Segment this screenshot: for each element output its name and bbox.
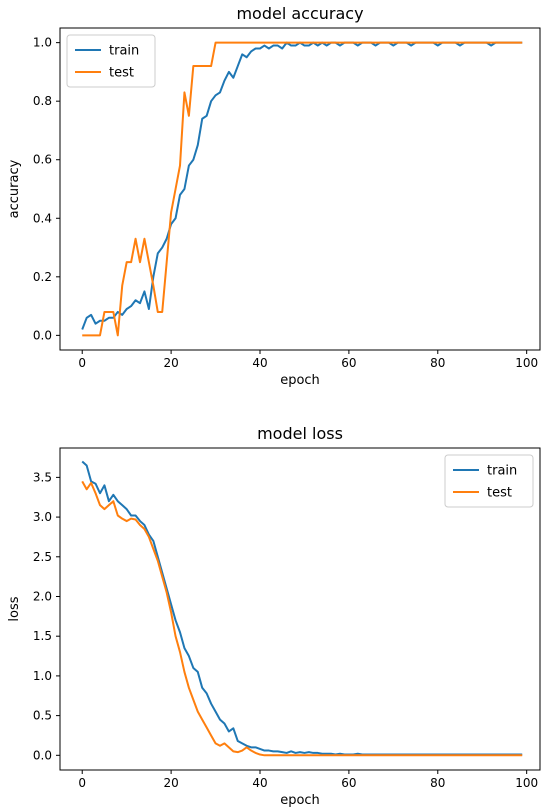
y-tick-label: 1.5	[33, 629, 52, 643]
y-axis-label: accuracy	[7, 159, 22, 218]
y-tick-label: 1.0	[33, 36, 52, 50]
legend-label-test: test	[487, 486, 512, 501]
x-tick-label: 80	[430, 776, 445, 790]
chart-title: model accuracy	[236, 4, 363, 23]
y-tick-label: 3.0	[33, 510, 52, 524]
x-tick-label: 60	[341, 776, 356, 790]
y-tick-label: 0.6	[33, 153, 52, 167]
x-axis-label: epoch	[280, 793, 320, 808]
series-line-test	[82, 41, 523, 337]
legend-label-test: test	[109, 66, 134, 81]
legend: train test	[444, 454, 534, 508]
x-tick-label: 80	[430, 356, 445, 370]
chart-title: model loss	[257, 424, 343, 443]
y-tick-label: 0.8	[33, 94, 52, 108]
y-tick-label: 0.5	[33, 709, 52, 723]
legend-label-train: train	[487, 464, 517, 479]
y-tick-label: 0.0	[33, 328, 52, 342]
x-tick-label: 20	[163, 776, 178, 790]
y-tick-label: 0.4	[33, 211, 52, 225]
chart-0: model accuracy 0 20 40 60 80 100 0.0 0.2 0.4 0.6 0.…	[7, 4, 541, 388]
y-tick-label: 1.0	[33, 669, 52, 683]
legend-box	[66, 34, 156, 88]
x-tick-label: 40	[252, 776, 267, 790]
plot-frame	[59, 27, 541, 351]
y-tick-label: 2.0	[33, 589, 52, 603]
x-tick-label: 100	[515, 776, 538, 790]
legend-box	[444, 454, 534, 508]
series-line-test	[81, 480, 523, 757]
y-tick-label: 2.5	[33, 550, 52, 564]
x-tick-label: 40	[252, 356, 267, 370]
y-axis-label: loss	[7, 596, 22, 621]
x-tick-label: 100	[515, 356, 538, 370]
legend-label-train: train	[109, 44, 139, 59]
legend: train test	[66, 34, 156, 88]
chart-1: model loss 0 20 40 60 80 100 0.0 0.5 1.0 1.5 2.0 2.5…	[7, 424, 541, 808]
y-tick-label: 0.2	[33, 270, 52, 284]
y-tick-label: 0.0	[33, 748, 52, 762]
x-axis-label: epoch	[280, 373, 320, 388]
x-tick-label: 20	[163, 356, 178, 370]
x-tick-label: 60	[341, 356, 356, 370]
y-tick-label: 3.5	[33, 470, 52, 484]
x-tick-label: 0	[78, 356, 86, 370]
plot-frame	[59, 447, 541, 771]
x-tick-label: 0	[78, 776, 86, 790]
